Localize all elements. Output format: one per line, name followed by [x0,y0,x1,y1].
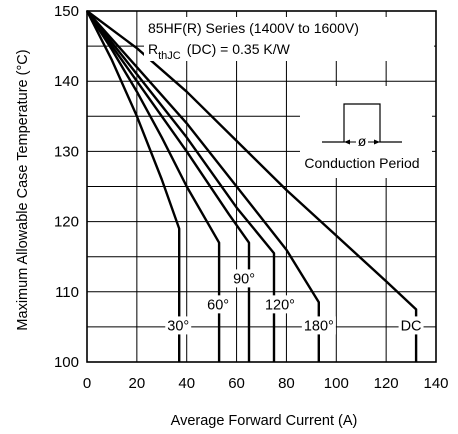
x-tick-label: 20 [129,375,146,392]
conduction-inset-background [300,86,432,178]
thermal-resistance-annotation: RthJC (DC) = 0.35 K/W [148,41,291,62]
x-axis-label: Average Forward Current (A) [171,413,358,429]
series-line [86,10,418,362]
series-line [85,10,181,362]
x-tick-label: 100 [324,375,349,392]
y-axis-label: Maximum Allowable Case Temperature (°C) [15,49,31,330]
arrowhead-right-icon [374,139,380,145]
curve-label: 30° [167,318,189,334]
curve-label-background [205,295,232,314]
curve-label-background [231,269,258,288]
series-line [85,10,221,362]
annotation-background [144,17,434,61]
curve-label-background [262,295,297,314]
curve-label: 180° [304,318,334,334]
y-tick-label: 100 [54,354,79,371]
rth-value: (DC) = 0.35 K/W [187,41,291,57]
tick-labels: 0 20 40 60 80 100 120 140 100 110 120 130 140 150 [54,3,449,392]
curve-label: 60° [207,297,229,313]
x-tick-label: 140 [423,375,448,392]
curve-label-background [398,316,424,335]
curve-labels: 30° 60°90° 120° 180° DC [165,269,424,335]
x-tick-label: 120 [374,375,399,392]
y-tick-label: 130 [54,143,79,160]
series-line [86,10,320,362]
y-tick-label: 120 [54,214,79,231]
curve-label-background [301,316,336,335]
series-annotation: 85HF(R) Series (1400V to 1600V) [148,20,359,36]
y-tick-label: 140 [54,73,79,90]
x-tick-label: 80 [278,375,295,392]
arrowhead-left-icon [344,139,350,145]
curves [85,10,418,362]
curve-label: 90° [233,271,255,287]
x-tick-label: 40 [178,375,195,392]
series-line [86,10,251,362]
phi-symbol: ø [358,133,367,149]
conduction-period-label: Conduction Period [304,155,419,171]
y-tick-label: 110 [55,284,79,301]
rth-subscript: thJC [158,50,181,62]
y-tick-label: 150 [54,3,79,20]
x-tick-label: 0 [83,375,91,392]
curve-label: 120° [265,297,295,313]
curve-label: DC [401,318,422,334]
rth-symbol: R [148,41,158,57]
conduction-waveform [322,103,402,143]
series-line [86,10,276,362]
grid [86,10,437,363]
x-tick-label: 60 [228,375,245,392]
curve-label-background [165,316,192,335]
plot-frame [86,10,437,363]
